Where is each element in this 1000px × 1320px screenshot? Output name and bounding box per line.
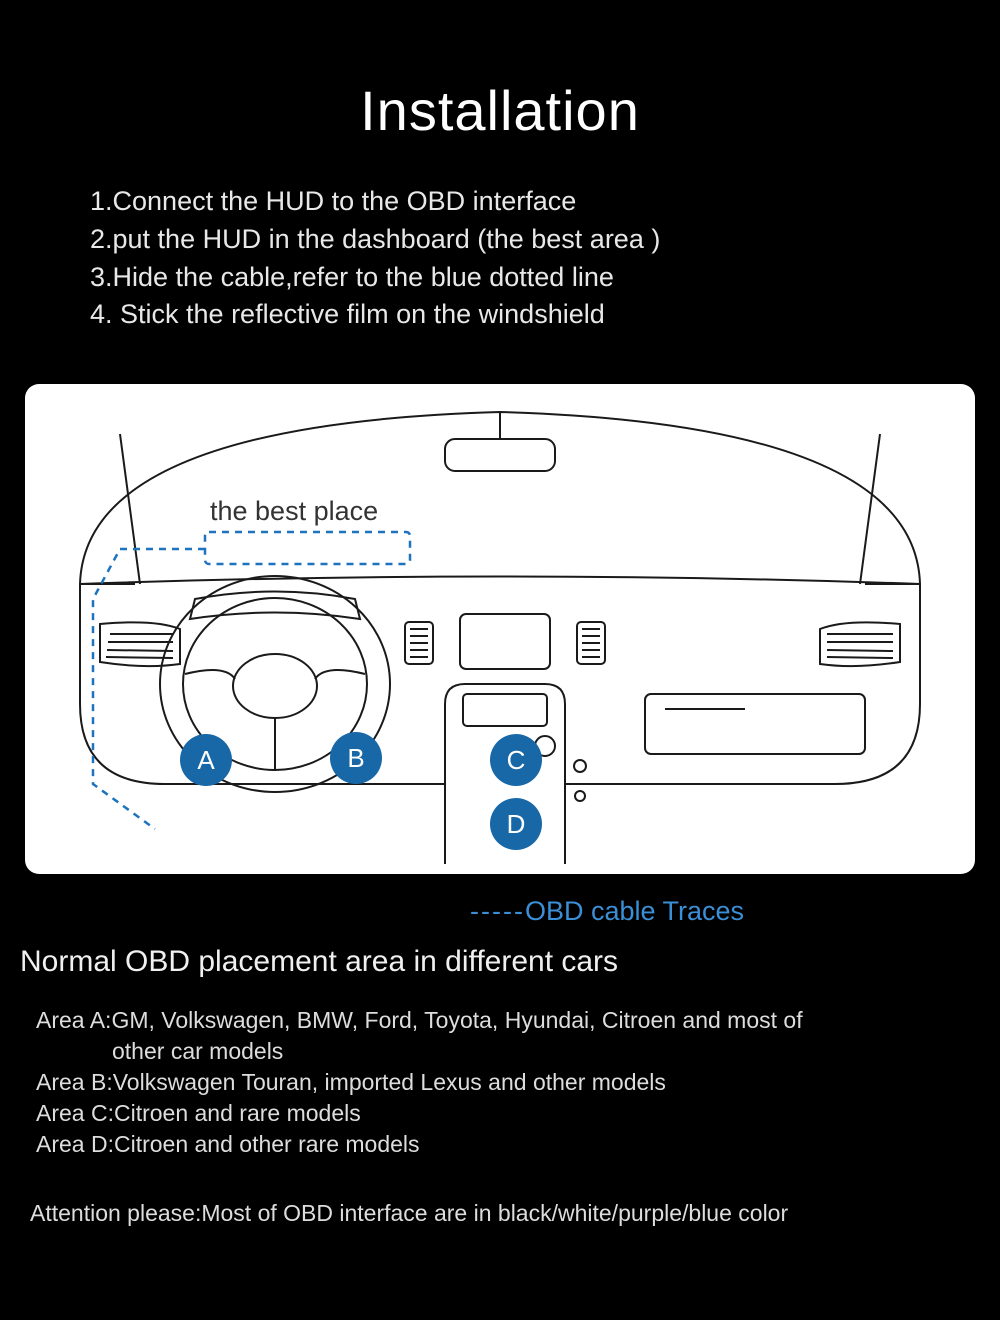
dashboard-svg bbox=[25, 384, 975, 874]
marker-c-label: C bbox=[507, 745, 526, 776]
marker-d: D bbox=[490, 798, 542, 850]
area-c-text: Citroen and rare models bbox=[114, 1098, 361, 1129]
marker-b-label: B bbox=[347, 743, 364, 774]
step-3: 3.Hide the cable,refer to the blue dotte… bbox=[90, 259, 910, 297]
area-c: Area C: Citroen and rare models bbox=[36, 1098, 960, 1129]
marker-a-label: A bbox=[197, 745, 214, 776]
marker-b: B bbox=[330, 732, 382, 784]
install-steps: 1.Connect the HUD to the OBD interface 2… bbox=[0, 143, 1000, 334]
step-2: 2.put the HUD in the dashboard (the best… bbox=[90, 221, 910, 259]
area-d: Area D: Citroen and other rare models bbox=[36, 1129, 960, 1160]
area-a-cont: other car models bbox=[36, 1036, 960, 1067]
best-place-box bbox=[205, 532, 410, 564]
legend-text: OBD cable Traces bbox=[525, 896, 744, 926]
area-list: Area A:GM, Volkswagen, BMW, Ford, Toyota… bbox=[0, 979, 1000, 1160]
area-d-label: Area D: bbox=[36, 1129, 114, 1160]
area-d-text: Citroen and other rare models bbox=[114, 1129, 420, 1160]
area-b-label: Area B: bbox=[36, 1067, 113, 1098]
area-a-text: GM, Volkswagen, BMW, Ford, Toyota, Hyund… bbox=[111, 1005, 802, 1036]
marker-d-label: D bbox=[507, 809, 526, 840]
marker-c: C bbox=[490, 734, 542, 786]
attention-note: Attention please:Most of OBD interface a… bbox=[0, 1160, 1000, 1227]
best-place-label: the best place bbox=[210, 496, 378, 527]
placement-subtitle: Normal OBD placement area in different c… bbox=[0, 927, 1000, 979]
cable-trace bbox=[93, 549, 205, 829]
dashboard-diagram: the best place A B C D bbox=[25, 384, 975, 874]
area-a-label: Area A: bbox=[36, 1005, 111, 1036]
area-b: Area B:Volkswagen Touran, imported Lexus… bbox=[36, 1067, 960, 1098]
legend-dash: ----- bbox=[470, 896, 525, 926]
marker-a: A bbox=[180, 734, 232, 786]
page-title: Installation bbox=[0, 0, 1000, 143]
area-b-text: Volkswagen Touran, imported Lexus and ot… bbox=[113, 1067, 666, 1098]
area-c-label: Area C: bbox=[36, 1098, 114, 1129]
step-4: 4. Stick the reflective film on the wind… bbox=[90, 296, 910, 334]
step-1: 1.Connect the HUD to the OBD interface bbox=[90, 183, 910, 221]
legend: -----OBD cable Traces bbox=[0, 874, 1000, 927]
area-a: Area A:GM, Volkswagen, BMW, Ford, Toyota… bbox=[36, 1005, 960, 1036]
